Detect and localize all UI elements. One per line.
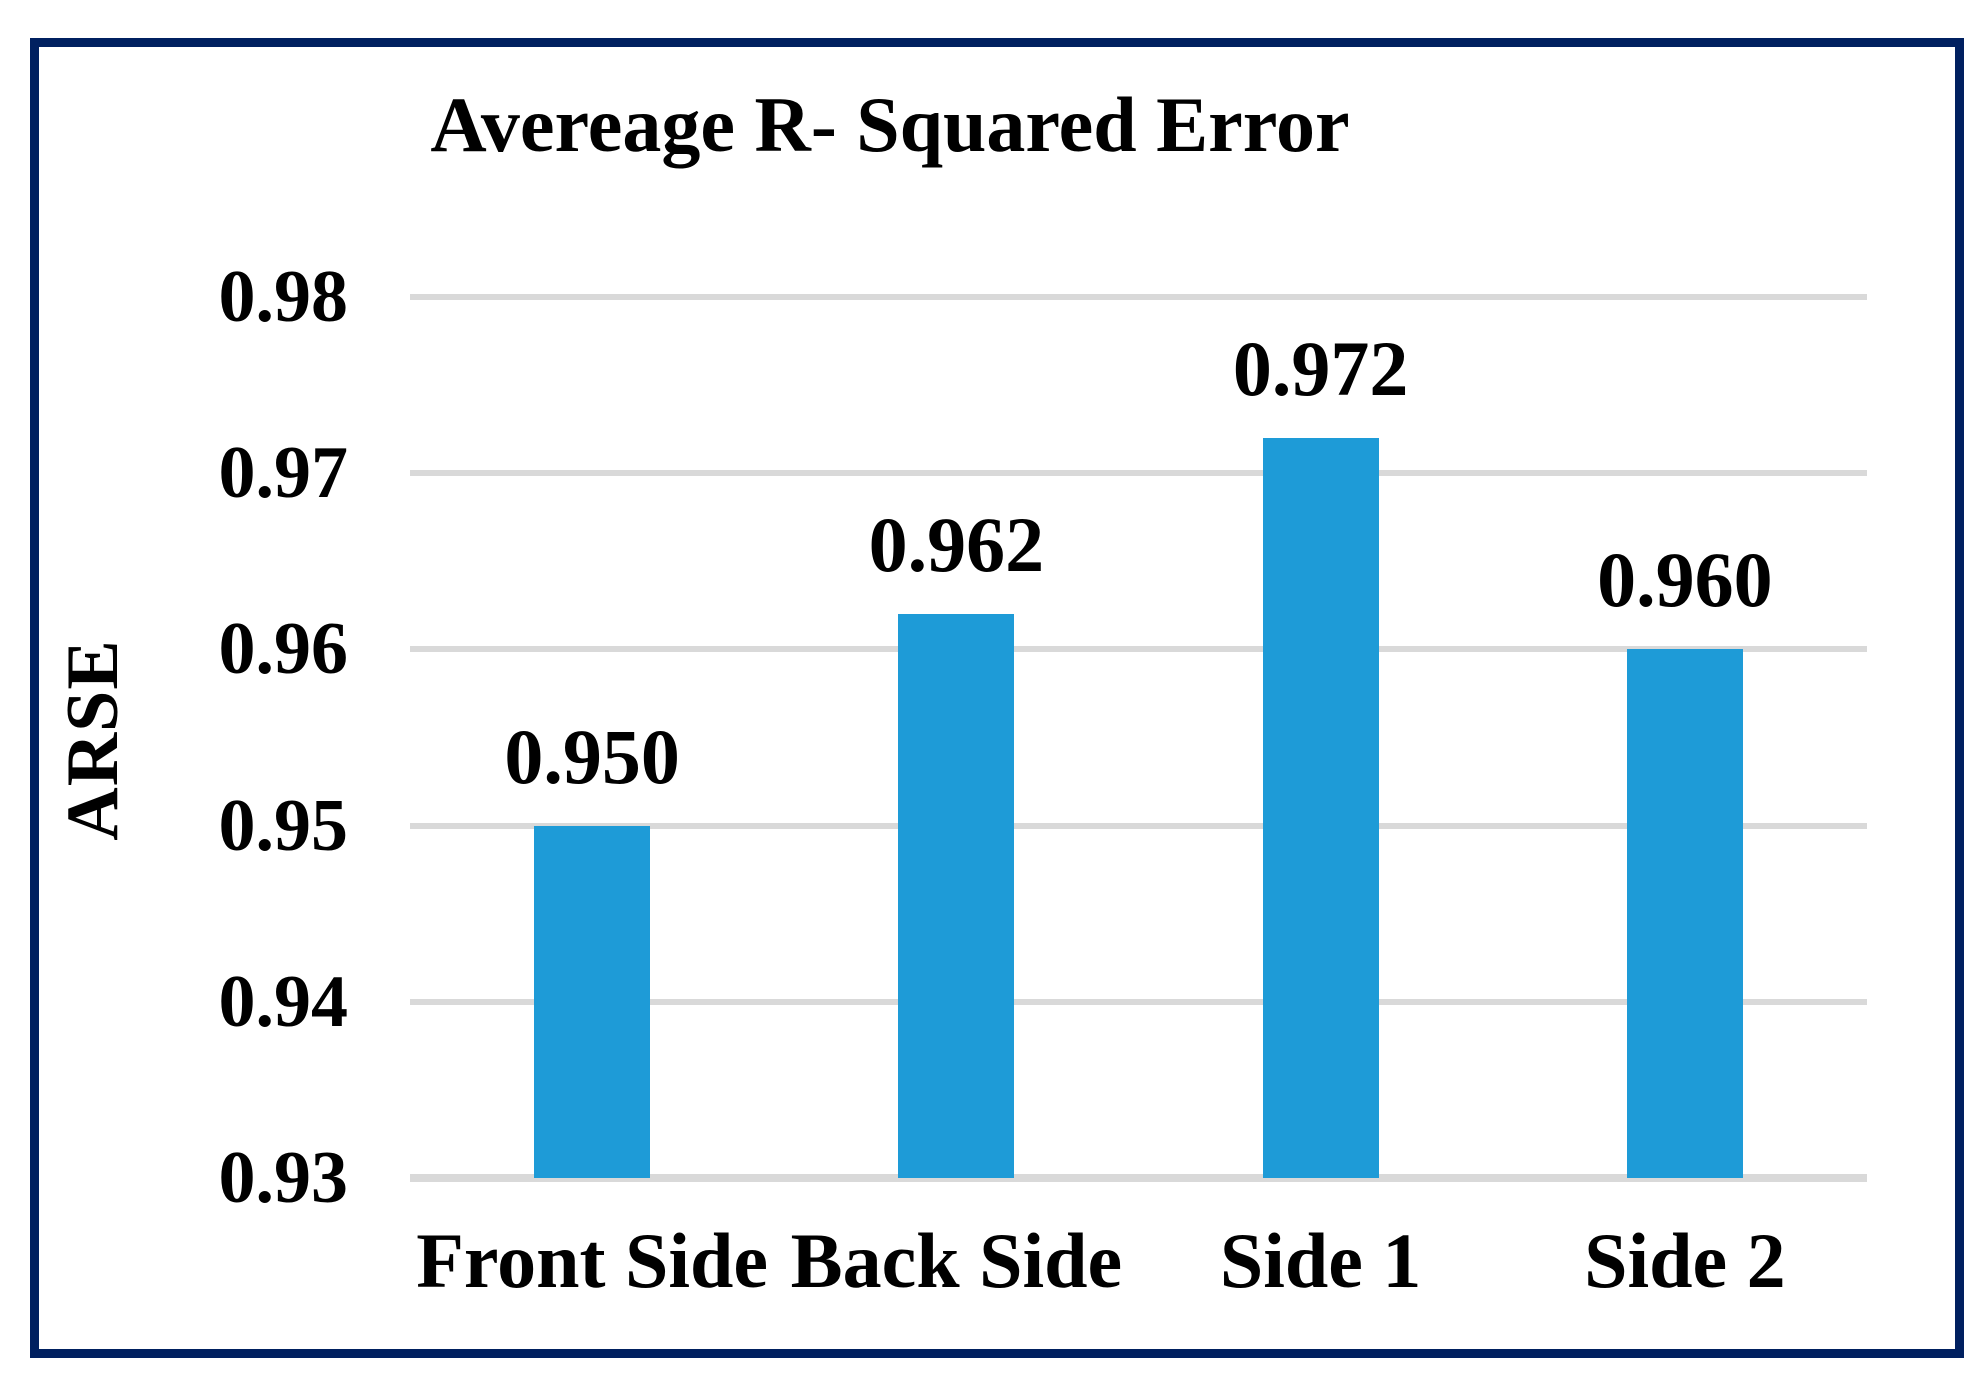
x-axis-line xyxy=(410,1174,1867,1182)
bar-group-back-side: 0.962 xyxy=(869,297,1044,1178)
y-axis: 0.98 0.97 0.96 0.95 0.94 0.93 xyxy=(0,260,349,1215)
bar-group-front-side: 0.950 xyxy=(504,297,680,1178)
x-axis-category-label: Back Side xyxy=(790,1217,1123,1304)
bar-front-side[interactable] xyxy=(534,825,651,1178)
y-axis-tick-label: 0.95 xyxy=(218,784,349,867)
y-axis-tick-label: 0.98 xyxy=(218,256,349,338)
bar-value-label: 0.962 xyxy=(868,501,1045,589)
gridline xyxy=(410,646,1867,653)
bar-group-side-2: 0.960 xyxy=(1597,297,1773,1178)
gridline xyxy=(410,822,1867,829)
x-axis: Front Side Back Side Side 1 Side 2 xyxy=(410,1222,1867,1300)
bar-back-side[interactable] xyxy=(898,614,1015,1178)
bar-value-label: 0.972 xyxy=(1232,324,1409,412)
gridline xyxy=(410,294,1867,300)
x-axis-category-label: Side 1 xyxy=(1219,1217,1422,1304)
y-axis-tick-label: 0.97 xyxy=(218,432,349,515)
bar-value-label: 0.960 xyxy=(1597,536,1773,624)
chart-title: Avereage R- Squared Error xyxy=(430,81,1350,168)
plot-area: 0.950 0.962 0.972 0.960 xyxy=(410,294,1867,1182)
y-axis-tick-label: 0.93 xyxy=(218,1137,349,1219)
gridline xyxy=(410,470,1867,477)
x-axis-category-label: Side 2 xyxy=(1584,1217,1786,1304)
x-axis-category-label: Front Side xyxy=(416,1217,768,1304)
gridline xyxy=(410,998,1867,1005)
bar-value-label: 0.950 xyxy=(504,712,680,800)
bar-group-side-1: 0.972 xyxy=(1233,297,1408,1178)
bar-side-2[interactable] xyxy=(1626,649,1743,1178)
bar-side-1[interactable] xyxy=(1262,437,1379,1178)
y-axis-tick-label: 0.94 xyxy=(218,960,349,1043)
y-axis-tick-label: 0.96 xyxy=(218,608,349,691)
